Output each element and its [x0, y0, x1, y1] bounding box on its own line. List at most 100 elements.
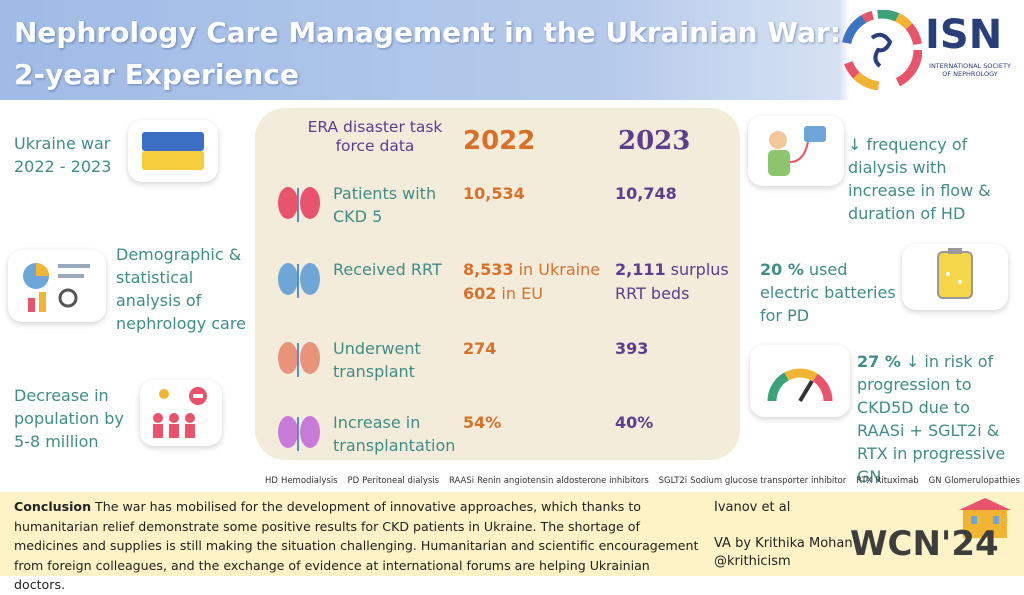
abbreviations: HD Hemodialysis PD Peritoneal dialysis RAASi…: [265, 476, 1020, 486]
row-icon: [270, 254, 326, 304]
kidney-icon: [278, 263, 320, 298]
gauge-icon: [767, 368, 833, 403]
cell: 2,111 surplus RRT beds: [615, 258, 733, 306]
cell: 10,748: [615, 182, 733, 206]
cell: 40%: [615, 411, 733, 435]
abbreviation: RAASi Renin angiotensin aldosterone inhib…: [449, 476, 649, 486]
abbr-meaning: Hemodialysis: [280, 476, 338, 486]
abbr: RAASi: [448, 476, 475, 486]
abbr-meaning: Peritoneal dialysis: [362, 476, 440, 486]
cell: 8,533 in Ukraine 602 in EU: [463, 258, 603, 306]
flag-icon: [142, 132, 204, 170]
abbr: RTX: [856, 476, 873, 486]
row-label: Underwent transplant: [333, 339, 421, 381]
abbr-meaning: Rituximab: [875, 476, 919, 486]
credit: VA by Krithika Mohan: [714, 536, 853, 551]
cell-line: 2,111 surplus RRT beds: [615, 258, 733, 306]
kidney-icon: [278, 187, 320, 222]
icon-card: [8, 250, 106, 322]
icon-card: [748, 116, 844, 186]
conclusion-label: Conclusion: [14, 499, 92, 514]
icon-card: [902, 244, 1008, 310]
battery-icon: [937, 248, 973, 299]
row-label: Increase in transplantation: [333, 413, 456, 455]
table-header: ERA disaster task force data: [307, 118, 443, 155]
note: Demographic & statistical analysis of ne…: [116, 245, 246, 333]
logo-name: ISN: [925, 12, 1003, 58]
row-icon: [270, 178, 326, 228]
footer-band: [0, 492, 1024, 576]
row-icon: [270, 407, 326, 457]
abbr-meaning: Renin angiotensin aldosterone inhibitors: [477, 476, 649, 486]
conclusion: Conclusion The war has mobilised for the …: [14, 497, 704, 595]
abbr: GN: [928, 476, 942, 486]
abbr: SGLT2i: [658, 476, 688, 486]
column-header: 2022: [463, 126, 536, 156]
cell-value: 274: [463, 339, 497, 358]
cell-value: 10,534: [463, 184, 525, 203]
icon-card: [750, 345, 850, 417]
cell-text: in Ukraine: [518, 260, 601, 279]
note: Ukraine war 2022 - 2023: [14, 134, 112, 176]
header-band: [0, 0, 1024, 100]
icon-card: [128, 120, 218, 182]
building-icon: [959, 498, 1011, 538]
note: 27 % ↓ in risk of progression to CKD5D du…: [857, 350, 1017, 488]
note-value: 27 %: [857, 352, 901, 371]
note: Decrease in population by 5-8 million: [14, 386, 124, 451]
event: WCN'24: [850, 524, 999, 564]
cell-line: 8,533 in Ukraine: [463, 258, 603, 282]
abbr: PD: [347, 476, 360, 486]
cell-value: 8,533: [463, 260, 514, 279]
cell-value: 10,748: [615, 184, 677, 203]
cell-text: in EU: [501, 284, 543, 303]
cell: 393: [615, 337, 733, 361]
cell-line: 602 in EU: [463, 282, 603, 306]
cell-line: 10,534: [463, 182, 603, 206]
logo-subtitle: INTERNATIONAL SOCIETY OF NEPHROLOGY: [929, 62, 1011, 78]
cell-text: surplus RRT beds: [615, 260, 729, 303]
cell-line: 54%: [463, 411, 603, 435]
author: Ivanov et al: [714, 500, 791, 515]
note: 20 % used electric batteries for PD: [760, 258, 900, 327]
logo-mark: [842, 10, 922, 90]
row-label: Patients with CKD 5: [333, 184, 437, 226]
cell-value: 393: [615, 339, 649, 358]
abbreviation: GN Glomerulopathies: [929, 476, 1020, 486]
cell-line: 40%: [615, 411, 733, 435]
abbr-meaning: Glomerulopathies: [944, 476, 1020, 486]
note-text: used electric batteries for PD: [760, 260, 896, 325]
cell: 54%: [463, 411, 603, 435]
abbreviation: PD Peritoneal dialysis: [347, 476, 439, 486]
abbreviation: HD Hemodialysis: [265, 476, 338, 486]
column-header: 2023: [618, 126, 691, 156]
cell-line: 393: [615, 337, 733, 361]
handle: @krithicism: [714, 554, 791, 569]
cell-value: 2,111: [615, 260, 666, 279]
note: ↓ frequency of dialysis with increase in…: [848, 133, 1018, 225]
abbreviation: RTX Rituximab: [856, 476, 919, 486]
data-panel: [255, 108, 740, 460]
cell-value: 40%: [615, 413, 654, 432]
kidney-icon: [278, 342, 320, 377]
cell-value: 54%: [463, 413, 502, 432]
row-icon: [270, 333, 326, 383]
population-icon: [153, 387, 207, 438]
title: 2-year Experience: [14, 58, 299, 91]
note-text: ↓ frequency of dialysis with increase in…: [848, 135, 991, 223]
note-value: 20 %: [760, 260, 804, 279]
conclusion-text: The war has mobilised for the developmen…: [14, 499, 699, 592]
icon-card: [140, 380, 222, 446]
title: Nephrology Care Management in the Ukrain…: [14, 16, 842, 49]
cell-value: 602: [463, 284, 497, 303]
cell-line: 274: [463, 337, 603, 361]
abbreviation: SGLT2i Sodium glucose transporter inhibit…: [659, 476, 847, 486]
abbr: HD: [265, 476, 278, 486]
cell: 10,534: [463, 182, 603, 206]
cell-line: 10,748: [615, 182, 733, 206]
row-label: Received RRT: [333, 260, 442, 279]
stats-icon: [23, 263, 90, 312]
cell: 274: [463, 337, 603, 361]
note-text: ↓ in risk of progression to CKD5D due to…: [857, 352, 1006, 486]
